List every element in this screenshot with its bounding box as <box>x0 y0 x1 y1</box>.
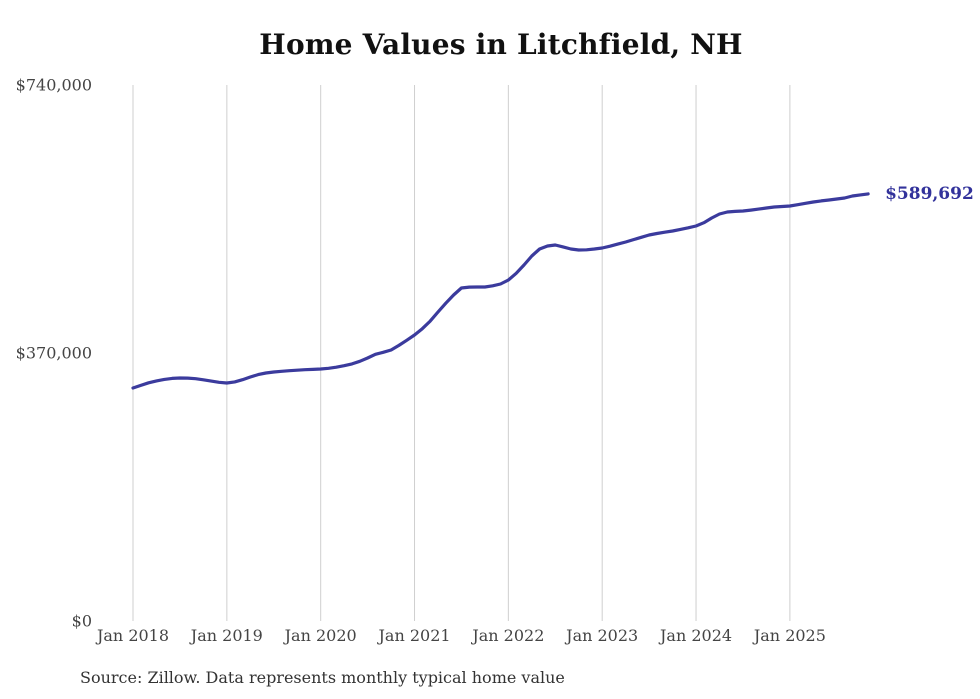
chart-title: Home Values in Litchfield, NH <box>259 28 743 61</box>
x-tick-label: Jan 2024 <box>660 626 733 645</box>
x-tick-label: Jan 2018 <box>96 626 170 645</box>
x-tick-label: Jan 2025 <box>753 626 826 645</box>
y-tick-label: $0 <box>71 611 92 631</box>
x-tick-label: Jan 2020 <box>284 626 357 645</box>
x-tick-label: Jan 2022 <box>472 626 545 645</box>
y-tick-label: $370,000 <box>15 343 92 363</box>
y-tick-label: $740,000 <box>15 75 92 95</box>
x-tick-label: Jan 2019 <box>190 626 263 645</box>
x-tick-label: Jan 2021 <box>378 626 451 645</box>
x-tick-label: Jan 2023 <box>566 626 639 645</box>
end-value-label: $589,692 <box>885 183 974 204</box>
source-note: Source: Zillow. Data represents monthly … <box>80 668 565 687</box>
home-value-line <box>131 192 870 390</box>
